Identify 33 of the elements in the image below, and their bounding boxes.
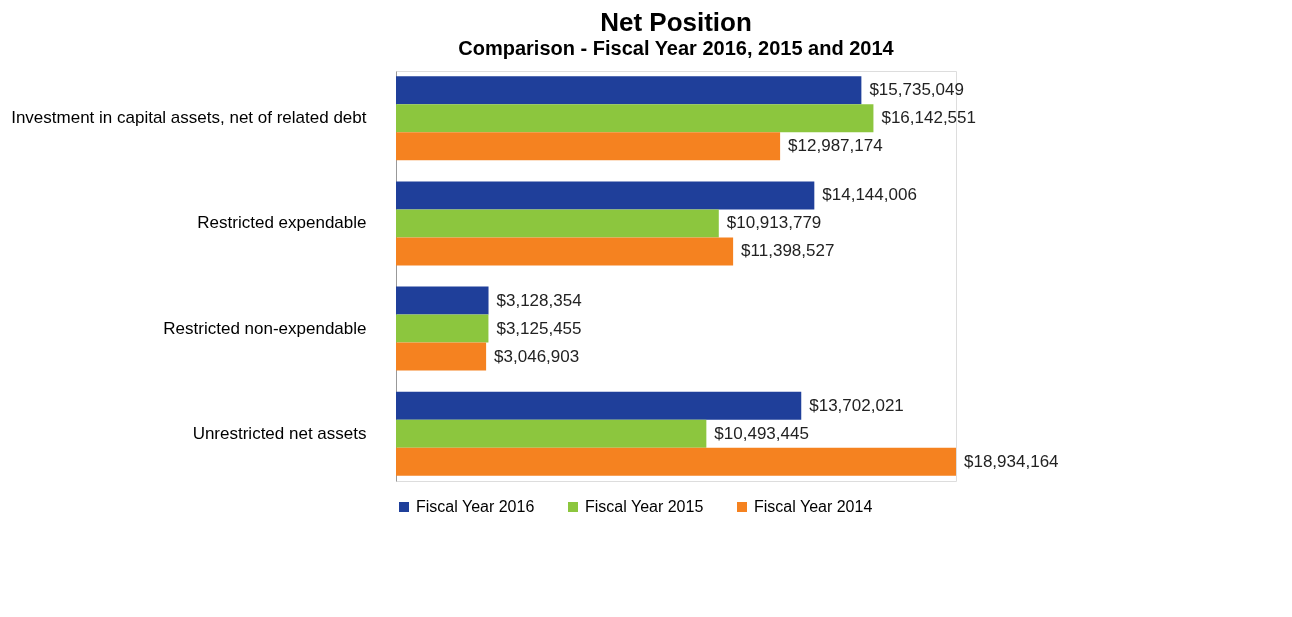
legend-label: Fiscal Year 2014 [754,498,873,515]
data-label: $10,493,445 [714,423,809,443]
data-label: $10,913,779 [726,213,822,233]
chart-title: Net Position [600,7,752,37]
data-label: $3,128,354 [496,290,582,310]
bar [396,342,487,371]
bar [396,447,956,476]
bar [396,209,719,238]
data-label: $16,142,551 [881,108,976,128]
legend-label: Fiscal Year 2016 [416,498,535,515]
y-tick-label: Restricted expendable [197,213,367,233]
bar [396,132,781,161]
y-tick-label: Restricted non-expendable [163,318,367,338]
bar [396,237,734,266]
bar [396,419,707,448]
data-label: $18,934,164 [964,451,1059,471]
data-label: $14,144,006 [822,185,917,205]
bar [396,391,802,420]
y-tick-label: Investment in capital assets, net of related debt [11,108,367,128]
y-tick-label: Unrestricted net assets [192,423,367,443]
bar [396,314,489,343]
data-label: $13,702,021 [809,395,904,415]
data-label: $11,398,527 [741,241,835,261]
data-label: $3,046,903 [494,346,580,366]
data-label: $15,735,049 [869,80,964,100]
bar [396,286,489,315]
data-label: $3,125,455 [496,318,582,338]
data-label: $12,987,174 [788,136,883,156]
chart-subtitle: Comparison - Fiscal Year 2016, 2015 and 2014 [458,37,895,59]
legend-label: Fiscal Year 2015 [585,498,704,515]
bar [396,181,815,210]
bar [396,104,874,133]
bar [396,76,862,105]
